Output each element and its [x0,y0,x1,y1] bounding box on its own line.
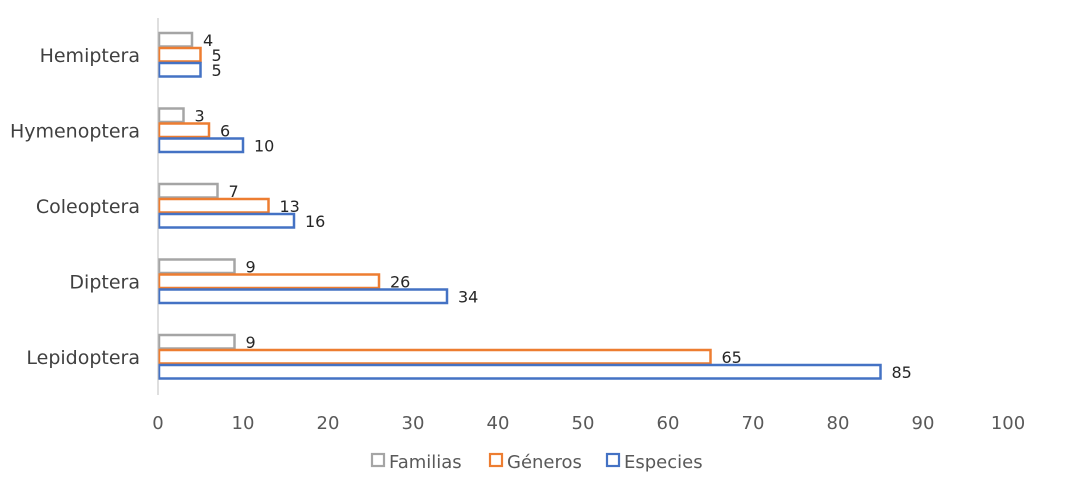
data-label-familias-hemiptera: 4 [203,31,213,50]
legend-label-especies: Especies [624,452,703,473]
data-label-familias-diptera: 9 [246,257,256,276]
category-label-hemiptera: Hemiptera [40,45,140,67]
x-tick-label: 60 [657,413,680,434]
category-label-coleoptera: Coleoptera [36,196,140,218]
legend-label-familias: Familias [389,452,462,473]
bar-familias-hymenoptera [157,107,185,124]
bar-generos-coleoptera [157,197,270,214]
x-tick-label: 70 [742,413,765,434]
data-label-especies-lepidoptera: 85 [892,363,912,382]
data-label-generos-hemiptera: 5 [212,46,222,65]
data-label-familias-coleoptera: 7 [229,182,239,201]
data-label-especies-coleoptera: 16 [305,212,325,231]
x-tick-label: 100 [991,413,1025,434]
x-tick-label: 50 [572,413,595,434]
bar-familias-diptera [157,258,236,275]
bar-especies-diptera [157,288,449,305]
bar-especies-lepidoptera [157,363,882,380]
x-tick-label: 20 [317,413,340,434]
bar-familias-coleoptera [157,182,219,199]
data-label-familias-lepidoptera: 9 [246,333,256,352]
bar-especies-hymenoptera [157,137,245,154]
x-axis-tick-labels: 0 10 20 30 40 50 60 70 80 90 100 [152,413,1025,434]
bar-generos-lepidoptera [157,348,712,365]
x-tick-label: 90 [912,413,935,434]
data-label-generos-diptera: 26 [390,272,410,291]
data-label-especies-hymenoptera: 10 [254,136,274,155]
bar-familias-hemiptera [157,31,194,48]
data-label-especies-diptera: 34 [458,287,478,306]
data-label-familias-hymenoptera: 3 [195,106,205,125]
data-label-especies-hemiptera: 5 [212,61,222,80]
bar-generos-hymenoptera [157,122,211,139]
legend-label-generos: Géneros [507,452,582,473]
x-tick-label: 0 [152,413,163,434]
x-tick-label: 10 [232,413,255,434]
legend: Familias Géneros Especies [370,452,703,473]
bar-generos-diptera [157,273,381,290]
data-label-generos-lepidoptera: 65 [722,348,742,367]
category-label-diptera: Diptera [69,271,140,293]
bar-familias-lepidoptera [157,333,236,350]
x-tick-label: 40 [487,413,510,434]
category-labels: Lepidoptera Diptera Coleoptera Hymenoptera H… [10,45,140,369]
data-label-generos-hymenoptera: 6 [220,121,230,140]
x-tick-label: 80 [827,413,850,434]
data-label-generos-coleoptera: 13 [280,197,300,216]
legend-swatch-familias [370,452,386,468]
category-label-lepidoptera: Lepidoptera [26,347,140,369]
bar-especies-coleoptera [157,212,296,229]
category-label-hymenoptera: Hymenoptera [10,120,140,142]
x-tick-label: 30 [402,413,425,434]
legend-swatch-especies [605,452,621,468]
bar-especies-hemiptera [157,61,202,78]
bar-generos-hemiptera [157,46,202,63]
bars-layer [157,31,882,380]
legend-swatch-generos [488,452,504,468]
